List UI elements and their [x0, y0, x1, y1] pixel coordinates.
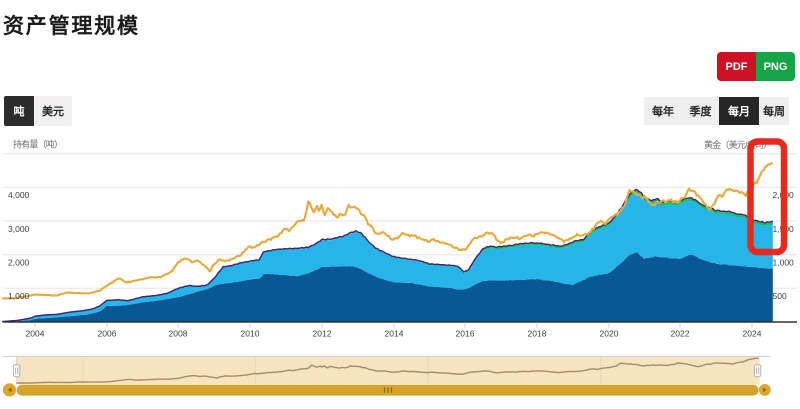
svg-text:2010: 2010	[241, 329, 260, 339]
svg-text:1,000: 1,000	[773, 258, 795, 268]
svg-text:2018: 2018	[528, 329, 547, 339]
svg-text:2024: 2024	[743, 329, 762, 339]
svg-text:2012: 2012	[313, 329, 332, 339]
svg-text:2008: 2008	[169, 329, 188, 339]
svg-text:3,000: 3,000	[8, 224, 30, 234]
svg-text:500: 500	[773, 291, 787, 301]
svg-text:2014: 2014	[385, 329, 404, 339]
svg-text:持有量（吨）: 持有量（吨）	[13, 139, 62, 150]
svg-text:2006: 2006	[98, 329, 117, 339]
svg-text:2022: 2022	[671, 329, 690, 339]
svg-text:2,000: 2,000	[8, 258, 30, 268]
svg-text:2020: 2020	[600, 329, 619, 339]
svg-text:4,000: 4,000	[8, 190, 30, 200]
svg-text:1,000: 1,000	[8, 291, 30, 301]
svg-text:2004: 2004	[26, 329, 45, 339]
svg-text:2016: 2016	[456, 329, 475, 339]
svg-text:黄金（美元/盎司）: 黄金（美元/盎司）	[704, 139, 771, 150]
